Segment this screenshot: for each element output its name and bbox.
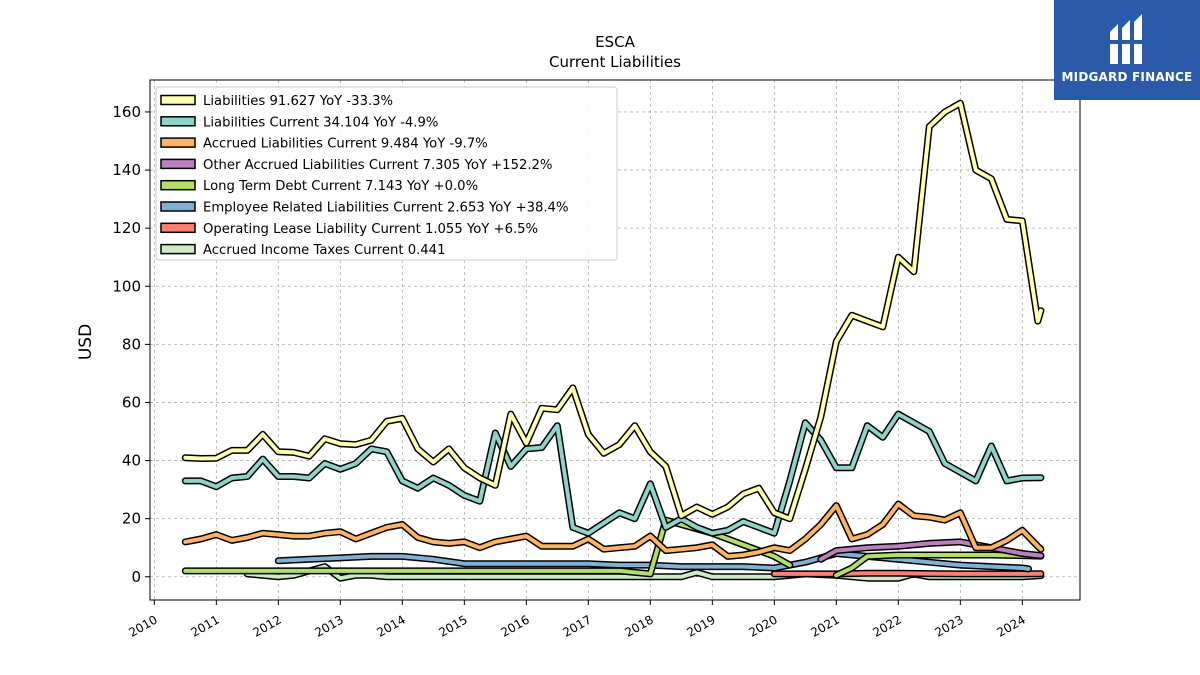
y-axis-label: USD: [76, 324, 96, 360]
x-tick-label: 2018: [622, 612, 655, 639]
legend-box: [155, 86, 618, 261]
series-line: [276, 551, 1031, 571]
legend-swatch: [160, 222, 196, 234]
legend-swatch: [160, 94, 196, 106]
chart-title: ESCA: [595, 33, 635, 51]
series-line: [818, 539, 1043, 562]
series-line: [183, 101, 1043, 521]
legend-item: Employee Related Liabilities Current 2.6…: [160, 201, 568, 216]
x-tick-label: 2012: [250, 612, 283, 639]
x-tick-label: 2010: [126, 612, 159, 639]
series-layer: [181, 99, 1045, 582]
legend-swatch: [160, 137, 196, 148]
x-tick-label: 2014: [374, 612, 407, 639]
plot-frame: [149, 79, 1081, 601]
x-tick-label: 2021: [808, 612, 841, 639]
series-line: [834, 553, 1043, 578]
legend-swatch: [160, 201, 196, 212]
x-tick-label: 2017: [560, 612, 593, 639]
y-tick-label: 60: [122, 393, 141, 411]
series-liabilities: [181, 99, 1045, 523]
legend-item: Accrued Liabilities Current 9.484 YoY -9…: [160, 137, 488, 152]
series-other-accrued-liabilities-current: [817, 538, 1045, 563]
x-tick-label: 2022: [870, 612, 903, 639]
series-line: [183, 502, 1043, 559]
chart-subtitle: Current Liabilities: [549, 53, 681, 71]
series-line: [183, 412, 1043, 536]
x-tick-label: 2011: [188, 612, 221, 639]
x-tick-label: 2023: [932, 612, 965, 639]
legend-label: Operating Lease Liability Current 1.055 …: [203, 222, 538, 237]
y-tick-label: 140: [112, 161, 141, 179]
legend-item: Long Term Debt Current 7.143 YoY +0.0%: [160, 179, 478, 194]
brand-logo: MIDGARD FINANCE: [1054, 0, 1200, 100]
legend: Liabilities 91.627 YoY -33.3% Liabilities…: [155, 86, 618, 261]
legend-swatch: [160, 116, 196, 127]
legend-item: Accrued Income Taxes Current 0.441: [160, 243, 445, 258]
x-tick-label: 2020: [746, 612, 779, 639]
y-tick-label: 80: [122, 335, 141, 353]
brand-name: MIDGARD FINANCE: [1061, 70, 1193, 84]
series-accrued-liabilities-current: [181, 500, 1045, 560]
x-tick-label: 2013: [312, 612, 345, 639]
legend-label: Accrued Income Taxes Current 0.441: [203, 243, 445, 258]
series-operating-lease-liability-current: [770, 569, 1045, 578]
y-tick-label: 160: [112, 103, 141, 121]
legend-label: Employee Related Liabilities Current 2.6…: [203, 201, 568, 216]
legend-label: Liabilities 91.627 YoY -33.3%: [203, 94, 393, 109]
x-ticks: 2010 2011 2012 2013 2014 2015 2016 2017 2018 2019…: [126, 600, 1028, 640]
y-tick-label: 100: [112, 277, 141, 295]
legend-label: Accrued Liabilities Current 9.484 YoY -9…: [203, 137, 488, 152]
series-line: [772, 571, 1043, 576]
x-tick-label: 2015: [436, 612, 469, 639]
y-ticks: 0 20 40 60 80 100 120 140 160: [112, 103, 150, 586]
series-liabilities-current: [181, 410, 1045, 537]
legend-swatch: [160, 243, 196, 255]
x-tick-label: 2019: [684, 612, 717, 639]
y-tick-label: 40: [122, 452, 141, 470]
legend-item: Other Accrued Liabilities Current 7.305 …: [160, 158, 552, 173]
legend-label: Long Term Debt Current 7.143 YoY +0.0%: [203, 179, 478, 194]
legend-label: Other Accrued Liabilities Current 7.305 …: [203, 158, 552, 173]
legend-item: Liabilities Current 34.104 YoY -4.9%: [160, 115, 438, 130]
series-employee-related-liabilities-current: [274, 550, 1032, 573]
legend-item: Operating Lease Liability Current 1.055 …: [160, 222, 538, 237]
brand-mark-icon: [1108, 14, 1146, 64]
legend-swatch: [160, 179, 196, 191]
legend-item: Liabilities 91.627 YoY -33.3%: [160, 94, 393, 109]
y-tick-label: 20: [122, 510, 141, 528]
legend-label: Liabilities Current 34.104 YoY -4.9%: [203, 115, 438, 130]
x-tick-label: 2024: [994, 612, 1027, 639]
y-tick-label: 0: [131, 568, 141, 586]
legend-swatch: [160, 158, 196, 170]
y-tick-label: 120: [112, 219, 141, 237]
x-tick-label: 2016: [498, 612, 531, 639]
